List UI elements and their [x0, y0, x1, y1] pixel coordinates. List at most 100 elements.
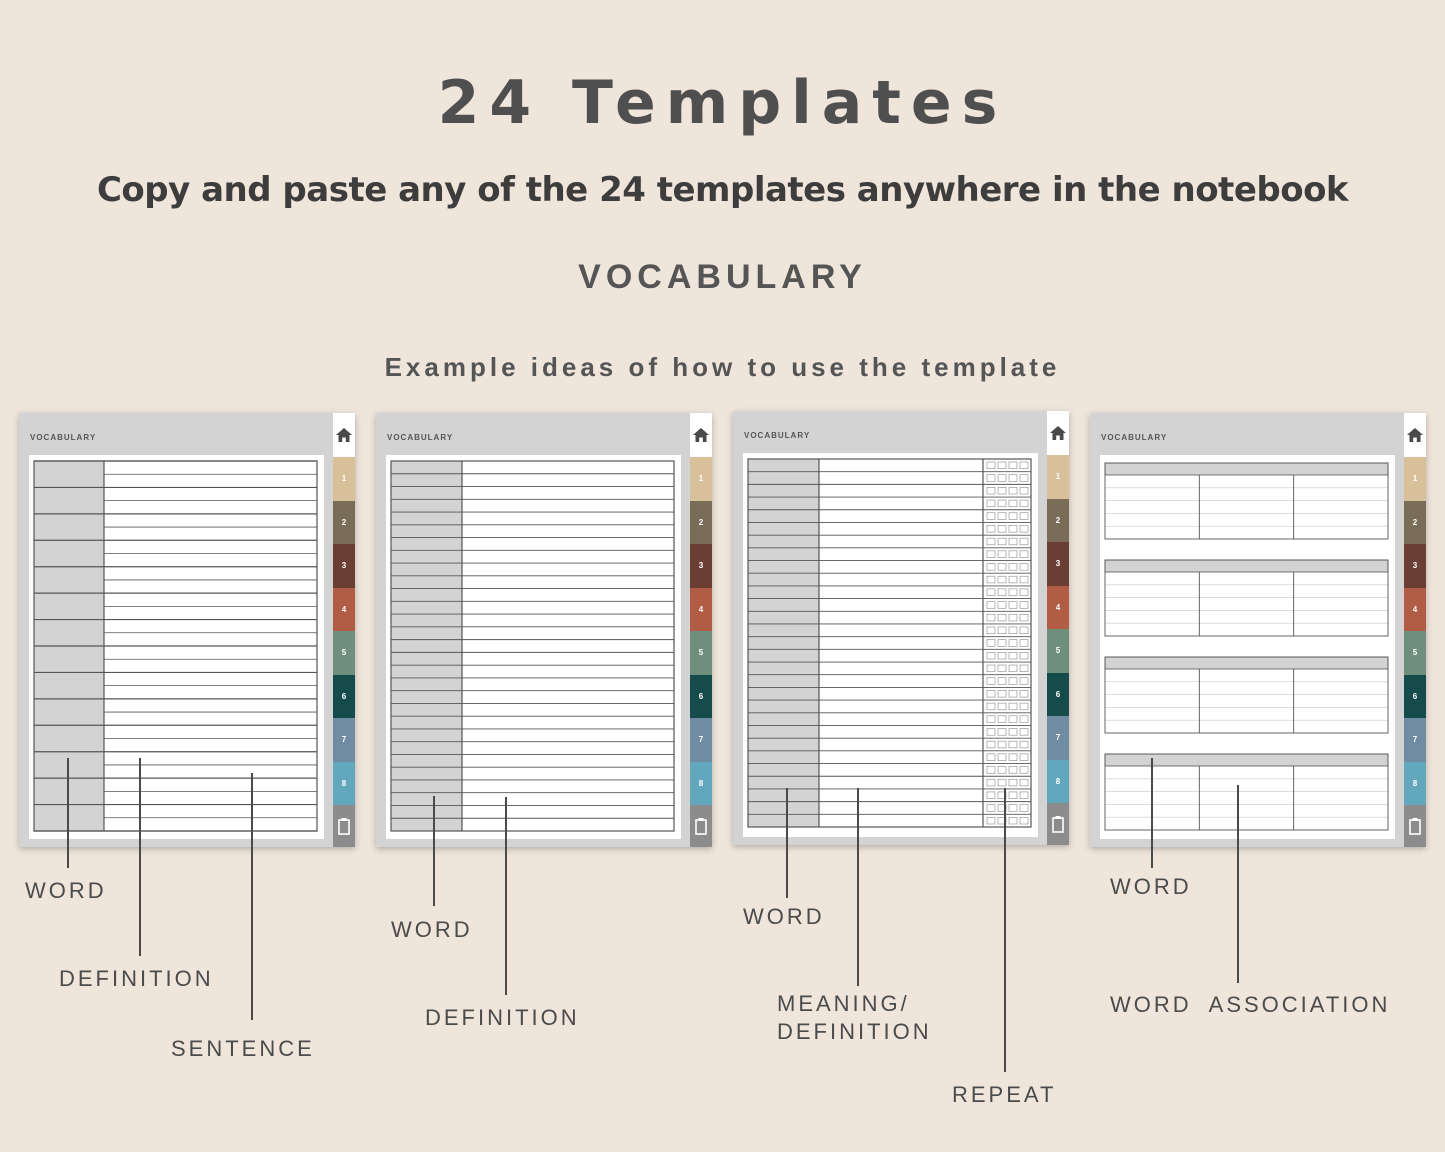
repeat-checkbox	[986, 461, 996, 469]
repeat-checkbox	[997, 550, 1007, 558]
tab-1[interactable]: 1	[1047, 455, 1069, 499]
repeat-checkbox	[1019, 575, 1029, 584]
template-paper	[1100, 455, 1395, 839]
label-word: WORD	[743, 904, 825, 929]
page-header-label: VOCABULARY	[744, 431, 811, 440]
tab-4[interactable]: 4	[333, 587, 355, 631]
repeat-checkbox	[1019, 702, 1029, 711]
tab-5[interactable]: 5	[333, 631, 355, 675]
repeat-checkbox	[986, 804, 996, 812]
word-column	[391, 461, 462, 831]
tab-8[interactable]: 8	[333, 761, 355, 805]
repeat-checkbox	[986, 613, 996, 622]
tab-2[interactable]: 2	[690, 500, 712, 544]
repeat-checkbox	[997, 664, 1007, 673]
tab-2[interactable]: 2	[333, 500, 355, 544]
repeat-checkbox	[986, 753, 996, 761]
repeat-checkbox	[1019, 817, 1029, 825]
tab-3[interactable]: 3	[1047, 542, 1069, 586]
example-caption: Example ideas of how to use the template	[384, 352, 1061, 382]
repeat-checkbox	[986, 550, 996, 558]
pointer-line	[786, 788, 788, 898]
tab-1[interactable]: 1	[333, 457, 355, 501]
label-word: WORD	[1110, 874, 1192, 899]
repeat-checkbox	[1008, 461, 1018, 469]
pointer-line	[139, 758, 141, 956]
repeat-checkbox	[997, 817, 1007, 825]
tab-8[interactable]: 8	[1404, 761, 1426, 805]
tab-8[interactable]: 8	[1047, 759, 1069, 803]
tab-4[interactable]: 4	[1404, 587, 1426, 631]
tab-8[interactable]: 8	[690, 761, 712, 805]
repeat-checkbox	[997, 487, 1007, 495]
clipboard-icon[interactable]	[1047, 803, 1069, 845]
tab-3[interactable]: 3	[1404, 544, 1426, 588]
pointer-line	[1151, 758, 1153, 868]
repeat-checkbox	[986, 563, 996, 571]
repeat-checkbox	[997, 766, 1007, 774]
tab-5[interactable]: 5	[690, 631, 712, 675]
pointer-line	[433, 796, 435, 906]
tab-6[interactable]: 6	[1404, 674, 1426, 718]
home-icon[interactable]	[1404, 413, 1426, 457]
tab-7[interactable]: 7	[333, 718, 355, 762]
tab-7[interactable]: 7	[1047, 716, 1069, 760]
repeat-checkbox	[1008, 474, 1018, 482]
page-title: 24 Templates	[437, 68, 1008, 138]
tab-3[interactable]: 3	[690, 544, 712, 588]
home-icon[interactable]	[1047, 411, 1069, 455]
repeat-checkbox	[1019, 626, 1029, 634]
clipboard-icon[interactable]	[690, 805, 712, 847]
repeat-checkbox	[1019, 588, 1029, 596]
tab-7[interactable]: 7	[690, 718, 712, 762]
label-word-association: WORD ASSOCIATION	[1110, 992, 1391, 1017]
repeat-checkbox	[1019, 690, 1029, 698]
tab-7[interactable]: 7	[1404, 718, 1426, 762]
repeat-checkbox	[1019, 753, 1029, 761]
repeat-checkbox	[1019, 499, 1029, 508]
repeat-checkbox	[1019, 613, 1029, 622]
clipboard-icon[interactable]	[1404, 805, 1426, 847]
tab-1[interactable]: 1	[1404, 457, 1426, 501]
repeat-checkbox	[1019, 728, 1029, 736]
tab-4[interactable]: 4	[690, 587, 712, 631]
label-word: WORD	[391, 917, 473, 942]
home-icon[interactable]	[690, 413, 712, 457]
repeat-checkbox	[1019, 740, 1029, 749]
tab-3[interactable]: 3	[333, 544, 355, 588]
page-header-label: VOCABULARY	[30, 433, 97, 442]
clipboard-icon[interactable]	[333, 805, 355, 847]
tab-6[interactable]: 6	[690, 674, 712, 718]
repeat-checkbox	[1008, 512, 1018, 520]
tab-5[interactable]: 5	[1404, 631, 1426, 675]
repeat-checkbox	[1008, 537, 1018, 546]
block-frame	[1104, 559, 1389, 637]
tab-2[interactable]: 2	[1404, 500, 1426, 544]
repeat-checkbox	[986, 487, 996, 495]
label-word: WORD	[25, 878, 107, 903]
home-icon[interactable]	[333, 413, 355, 457]
repeat-checkbox	[1019, 474, 1029, 482]
table-frame	[390, 460, 675, 832]
tab-5[interactable]: 5	[1047, 629, 1069, 673]
repeat-checkbox	[997, 499, 1007, 508]
repeat-checkbox	[986, 778, 996, 787]
repeat-checkbox	[1019, 715, 1029, 723]
section-heading: VOCABULARY	[578, 258, 867, 296]
pointer-line	[1004, 788, 1006, 1072]
tab-4[interactable]: 4	[1047, 585, 1069, 629]
repeat-checkbox	[1019, 791, 1029, 799]
repeat-checkbox	[1008, 575, 1018, 584]
tab-6[interactable]: 6	[1047, 672, 1069, 716]
repeat-checkbox	[1019, 550, 1029, 558]
repeat-checkbox	[1019, 487, 1029, 495]
tab-2[interactable]: 2	[1047, 498, 1069, 542]
repeat-checkbox	[986, 677, 996, 685]
repeat-checkbox	[997, 461, 1007, 469]
repeat-checkbox	[997, 715, 1007, 723]
tab-1[interactable]: 1	[690, 457, 712, 501]
repeat-checkbox	[1008, 715, 1018, 723]
repeat-checkbox	[1008, 753, 1018, 761]
tab-6[interactable]: 6	[333, 674, 355, 718]
repeat-checkbox	[997, 804, 1007, 812]
